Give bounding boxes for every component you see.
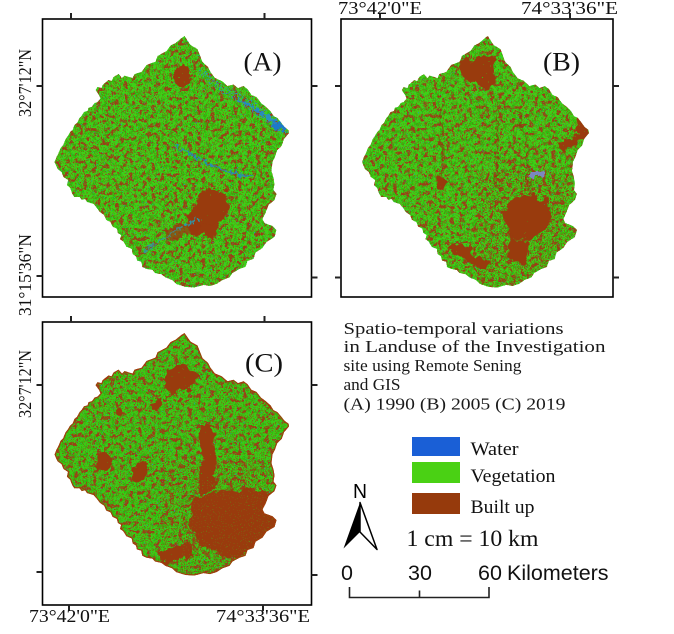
svg-text:N: N xyxy=(353,480,367,503)
svg-text:Built up: Built up xyxy=(471,497,535,518)
svg-text:Spatio-temporal variations: Spatio-temporal variations xyxy=(344,319,564,338)
svg-text:in Landuse of the Investigatio: in Landuse of the Investigation xyxy=(344,337,606,356)
svg-text:31°15'36"N: 31°15'36"N xyxy=(15,234,35,316)
svg-text:1 cm = 10 km: 1 cm = 10 km xyxy=(407,526,539,552)
svg-text:30: 30 xyxy=(408,561,432,585)
svg-text:(B): (B) xyxy=(543,47,580,77)
svg-text:Vegetation: Vegetation xyxy=(471,466,557,487)
svg-text:(C): (C) xyxy=(245,348,283,378)
svg-text:32°7'12"N: 32°7'12"N xyxy=(15,49,35,117)
svg-text:73°42'0"E: 73°42'0"E xyxy=(338,0,422,18)
svg-text:Water: Water xyxy=(471,439,520,460)
svg-text:60: 60 xyxy=(478,561,502,585)
svg-text:32°7'12"N: 32°7'12"N xyxy=(15,350,35,418)
svg-text:(A) 1990 (B) 2005 (C) 2019: (A) 1990 (B) 2005 (C) 2019 xyxy=(344,395,566,414)
svg-text:74°33'36"E: 74°33'36"E xyxy=(216,606,310,626)
svg-text:site using Remote Sening: site using Remote Sening xyxy=(344,356,522,375)
svg-text:(A): (A) xyxy=(244,47,282,77)
svg-text:74°33'36"E: 74°33'36"E xyxy=(521,0,618,18)
svg-text:73°42'0"E: 73°42'0"E xyxy=(29,606,110,626)
svg-text:and GIS: and GIS xyxy=(344,375,401,394)
svg-text:Kilometers: Kilometers xyxy=(507,561,609,585)
svg-text:0: 0 xyxy=(341,561,353,585)
